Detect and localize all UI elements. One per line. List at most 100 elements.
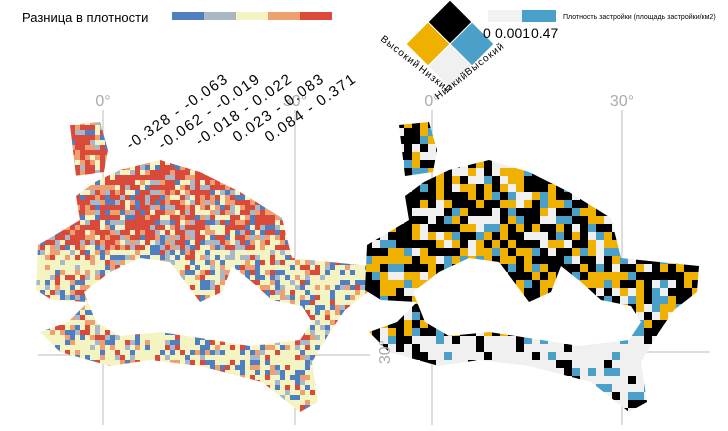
- map-cell: [320, 270, 325, 275]
- map-cell: [360, 325, 365, 330]
- map-cell: [90, 240, 95, 245]
- map-cell: [110, 265, 115, 270]
- map-cell: [310, 405, 315, 410]
- map-cell: [40, 130, 45, 135]
- map-cell: [612, 264, 620, 272]
- map-cell: [75, 175, 80, 180]
- map-cell: [115, 370, 120, 375]
- map-cell: [115, 405, 120, 410]
- map-cell: [320, 150, 325, 155]
- map-cell: [245, 250, 250, 255]
- map-cell: [105, 190, 110, 195]
- map-cell: [255, 220, 260, 225]
- map-cell: [220, 265, 225, 270]
- map-cell: [612, 168, 620, 176]
- map-cell: [355, 340, 360, 345]
- map-cell: [350, 195, 355, 200]
- map-cell: [60, 170, 65, 175]
- map-cell: [330, 270, 335, 275]
- map-cell: [40, 260, 45, 265]
- map-cell: [250, 385, 255, 390]
- map-cell: [210, 375, 215, 380]
- map-cell: [55, 165, 60, 170]
- map-cell: [255, 370, 260, 375]
- map-cell: [200, 190, 205, 195]
- map-cell: [210, 270, 215, 275]
- map-cell: [285, 385, 290, 390]
- map-cell: [460, 184, 468, 192]
- map-cell: [290, 375, 295, 380]
- map-cell: [235, 250, 240, 255]
- map-cell: [320, 240, 325, 245]
- map-cell: [150, 355, 155, 360]
- map-cell: [355, 370, 360, 375]
- map-cell: [270, 290, 275, 295]
- map-cell: [330, 130, 335, 135]
- map-cell: [255, 350, 260, 355]
- map-cell: [370, 340, 375, 345]
- map-cell: [110, 155, 115, 160]
- map-cell: [620, 224, 628, 232]
- map-cell: [365, 192, 372, 200]
- map-cell: [170, 150, 175, 155]
- map-cell: [452, 240, 460, 248]
- map-cell: [365, 184, 372, 192]
- map-cell: [75, 180, 80, 185]
- map-cell: [290, 165, 295, 170]
- map-cell: [484, 256, 492, 264]
- map-cell: [285, 185, 290, 190]
- map-cell: [345, 185, 350, 190]
- map-cell: [285, 195, 290, 200]
- map-cell: [100, 330, 105, 335]
- map-cell: [105, 122, 110, 125]
- map-cell: [508, 272, 516, 280]
- map-cell: [370, 220, 375, 225]
- map-cell: [260, 190, 265, 195]
- map-cell: [476, 128, 484, 136]
- map-cell: [240, 175, 245, 180]
- map-cell: [135, 400, 140, 405]
- map-cell: [452, 184, 460, 192]
- map-cell: [75, 375, 80, 380]
- map-cell: [45, 265, 50, 270]
- map-cell: [80, 180, 85, 185]
- map-cell: [190, 395, 195, 400]
- map-cell: [145, 390, 150, 395]
- map-cell: [215, 280, 220, 285]
- map-cell: [36, 305, 40, 310]
- map-cell: [492, 200, 500, 208]
- map-cell: [200, 150, 205, 155]
- map-cell: [380, 152, 388, 160]
- map-cell: [50, 230, 55, 235]
- map-cell: [345, 200, 350, 205]
- map-cell: [200, 380, 205, 385]
- map-cell: [428, 192, 436, 200]
- map-cell: [300, 260, 305, 265]
- map-cell: [80, 345, 85, 350]
- map-cell: [285, 240, 290, 245]
- map-cell: [260, 380, 265, 385]
- map-cell: [115, 390, 120, 395]
- map-cell: [230, 255, 235, 260]
- map-cell: [140, 220, 145, 225]
- map-cell: [225, 275, 230, 280]
- map-cell: [155, 180, 160, 185]
- map-cell: [285, 145, 290, 150]
- map-cell: [335, 122, 340, 125]
- map-cell: [335, 200, 340, 205]
- map-cell: [190, 205, 195, 210]
- map-cell: [85, 125, 90, 130]
- map-cell: [330, 255, 335, 260]
- map-cell: [355, 360, 360, 365]
- map-cell: [175, 205, 180, 210]
- map-cell: [210, 210, 215, 215]
- map-cell: [660, 192, 668, 200]
- map-cell: [588, 272, 596, 280]
- map-cell: [612, 136, 620, 144]
- map-cell: [644, 264, 652, 272]
- map-cell: [285, 225, 290, 230]
- map-cell: [396, 144, 404, 152]
- map-cell: [180, 270, 185, 275]
- map-cell: [644, 176, 652, 184]
- map-cell: [564, 224, 572, 232]
